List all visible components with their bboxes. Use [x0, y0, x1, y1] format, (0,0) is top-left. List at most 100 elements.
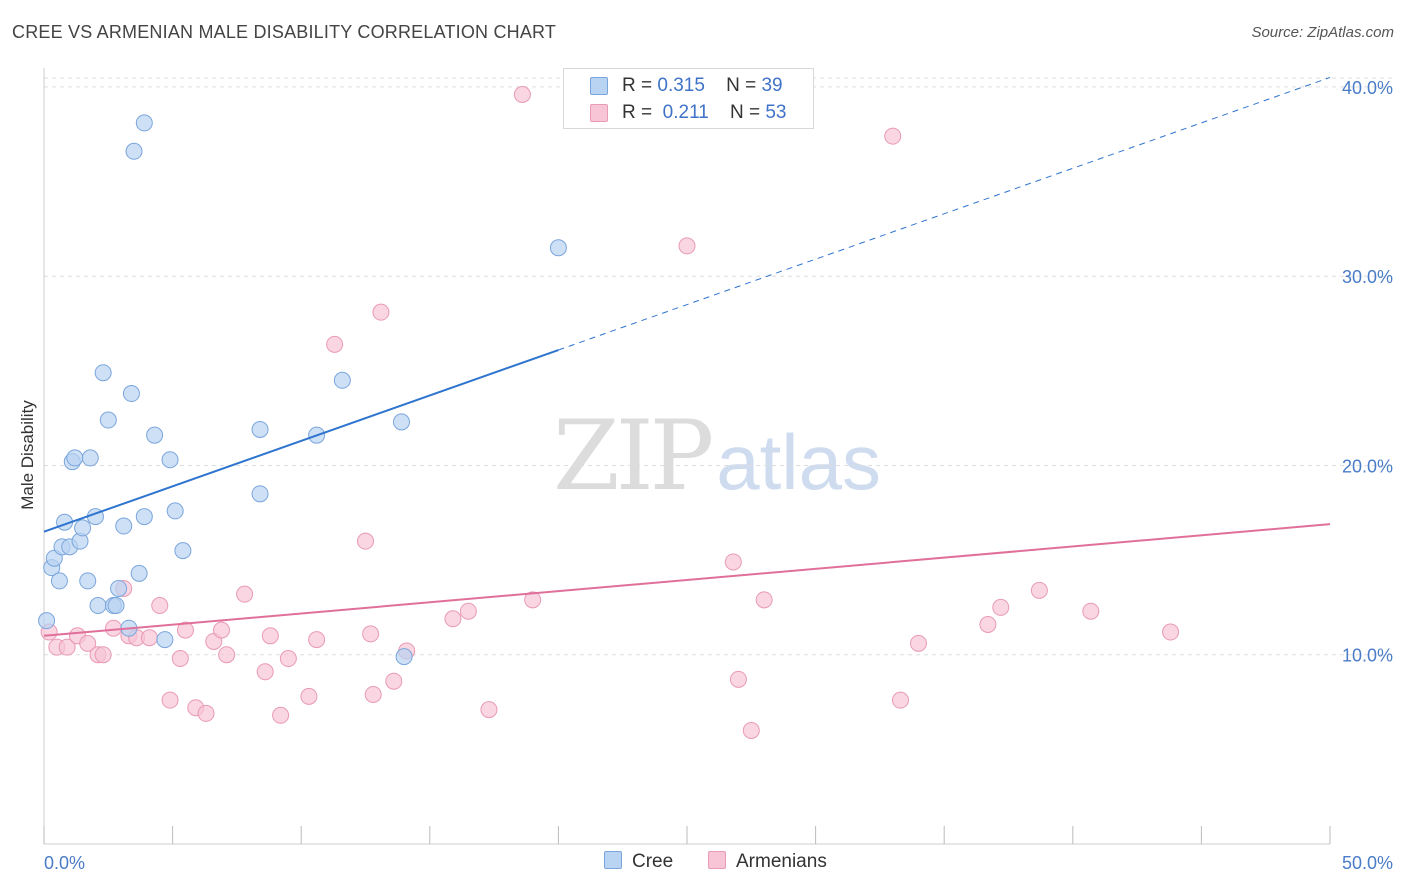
armenians-point: [104, 619, 122, 637]
armenians-point: [364, 685, 382, 703]
cree-point: [74, 519, 92, 537]
cree-point: [130, 564, 148, 582]
armenians-point: [326, 335, 344, 353]
cree-point: [166, 502, 184, 520]
armenians-point: [884, 127, 902, 145]
legend-n-label: N =: [726, 75, 757, 96]
armenians-point: [308, 631, 326, 649]
source-label: Source: ZipAtlas.com: [1251, 24, 1394, 41]
armenians-point: [909, 634, 927, 652]
armenians-point: [992, 598, 1010, 616]
cree-point: [156, 631, 174, 649]
watermark-atlas: atlas: [716, 418, 881, 506]
armenians-point: [1030, 581, 1048, 599]
armenians-point: [979, 615, 997, 633]
legend-r-value: 0.315: [657, 75, 705, 96]
legend-r-label: R =: [622, 75, 653, 96]
y-tick-label: 40.0%: [1342, 78, 1393, 98]
cree-point: [549, 239, 567, 257]
armenians-point: [385, 672, 403, 690]
cree-point: [107, 597, 125, 615]
armenians-point: [755, 591, 773, 609]
armenians-point: [171, 650, 189, 668]
armenians-trend-line: [43, 523, 1331, 637]
legend-swatch-cree: [590, 77, 608, 95]
armenians-point: [357, 532, 374, 550]
armenians-point: [513, 85, 531, 103]
cree-point: [174, 542, 192, 560]
armenians-point: [678, 237, 696, 255]
cree-point: [146, 426, 164, 444]
cree-point: [125, 142, 143, 160]
cree-point: [66, 449, 84, 467]
cree-point: [122, 385, 140, 403]
armenians-point: [197, 704, 215, 722]
cree-point: [110, 579, 128, 597]
armenians-point: [212, 621, 230, 639]
legend: R = 0.315 N = 39 R = 0.211 N = 53: [563, 68, 814, 129]
y-tick-label: 30.0%: [1342, 267, 1393, 287]
armenians-point: [236, 585, 254, 603]
armenians-point: [372, 303, 390, 321]
armenians-point: [256, 663, 274, 681]
armenians-point: [459, 602, 477, 620]
armenians-point: [58, 638, 76, 656]
cree-point: [251, 485, 269, 503]
cree-trend-line-extension: [558, 76, 1331, 351]
watermark-zip: ZIP: [553, 400, 714, 512]
armenians-point: [151, 597, 169, 615]
legend-n-label: N =: [729, 102, 761, 123]
armenians-point: [161, 691, 179, 709]
cree-point: [81, 449, 99, 467]
armenians-point: [272, 706, 290, 724]
cree-point: [135, 508, 153, 526]
chart-title: CREE VS ARMENIAN MALE DISABILITY CORRELA…: [12, 22, 557, 42]
cree-point: [99, 411, 117, 429]
armenians-point: [261, 627, 279, 645]
bottom-legend-swatch-cree: [604, 851, 622, 869]
armenians-point: [891, 691, 909, 709]
armenians-point: [444, 610, 462, 628]
bottom-legend-cree: Cree: [604, 851, 673, 873]
cree-point: [79, 572, 97, 590]
armenians-point: [218, 646, 236, 664]
x-tick-label: 50.0%: [1342, 853, 1393, 873]
cree-point: [135, 114, 153, 132]
armenians-point: [140, 629, 158, 647]
cree-point: [395, 648, 413, 666]
armenians-point: [176, 621, 194, 639]
y-tick-label: 20.0%: [1342, 456, 1393, 476]
armenians-point: [79, 634, 97, 652]
legend-r-value: 0.211: [662, 102, 709, 123]
armenians-point: [94, 646, 112, 664]
legend-swatch-armenians: [590, 104, 608, 122]
legend-n-value: 39: [761, 75, 783, 96]
legend-r-label: R =: [622, 102, 653, 123]
armenians-point: [729, 670, 747, 688]
x-tick-label: 0.0%: [44, 853, 85, 873]
armenians-point: [1082, 602, 1100, 620]
bottom-legend-swatch-armenians: [708, 851, 726, 869]
bottom-legend-label-cree: Cree: [632, 851, 674, 872]
bottom-legend-armenians: Armenians: [708, 851, 827, 873]
y-tick-label: 10.0%: [1342, 646, 1393, 666]
cree-point: [251, 421, 269, 439]
armenians-point: [742, 721, 760, 739]
cree-point: [161, 451, 179, 469]
armenians-point: [300, 687, 318, 705]
armenians-point: [524, 591, 542, 609]
armenians-point: [362, 625, 380, 643]
armenians-point: [724, 553, 742, 571]
cree-trend-line: [43, 349, 559, 533]
cree-point: [50, 572, 68, 590]
cree-point: [94, 364, 112, 382]
armenians-point: [1162, 623, 1180, 641]
armenians-point: [480, 701, 498, 719]
legend-n-value: 53: [765, 102, 787, 123]
cree-point: [38, 612, 56, 630]
watermark: ZIPatlas: [553, 400, 881, 512]
cree-point: [333, 371, 351, 389]
armenians-point: [279, 650, 297, 668]
bottom-legend-label-armenians: Armenians: [736, 851, 827, 872]
